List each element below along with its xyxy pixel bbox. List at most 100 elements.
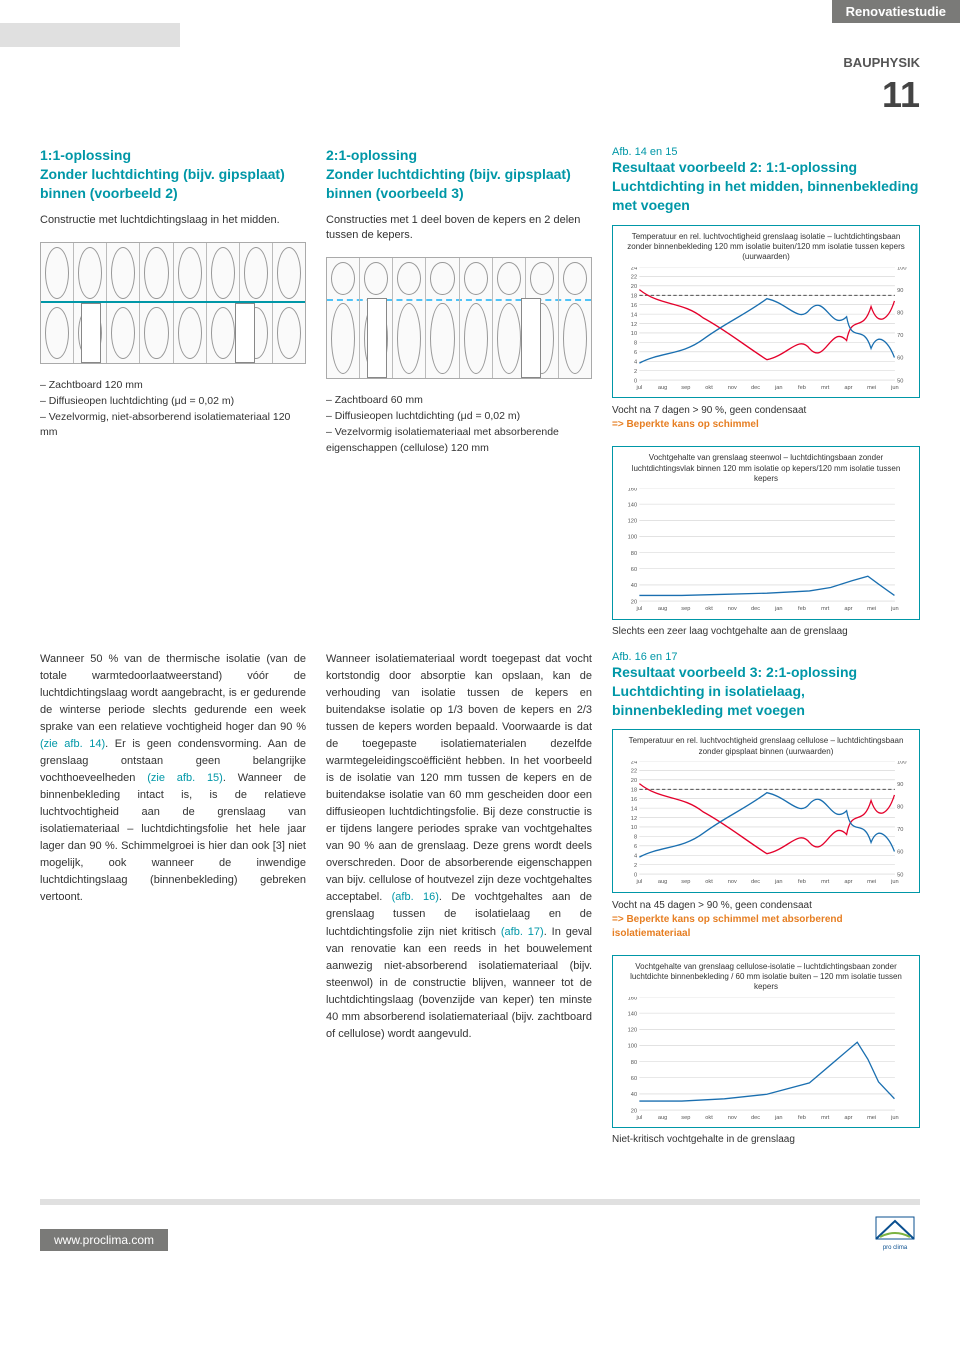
svg-text:feb: feb	[798, 385, 806, 391]
col2-title: 2:1-oplossing Zonder luchtdichting (bijv…	[326, 146, 592, 203]
svg-text:100: 100	[897, 267, 906, 271]
svg-text:60: 60	[897, 356, 903, 362]
svg-text:100: 100	[628, 1043, 637, 1049]
svg-text:6: 6	[634, 844, 637, 850]
svg-text:dec: dec	[751, 385, 760, 391]
col2-bullets: – Zachtboard 60 mm – Diffusieopen luchtd…	[326, 393, 592, 456]
svg-text:feb: feb	[798, 1115, 806, 1121]
diagram-1-1	[40, 242, 306, 364]
svg-text:20: 20	[631, 284, 637, 290]
svg-text:160: 160	[628, 997, 637, 1001]
svg-text:100: 100	[628, 535, 637, 541]
svg-text:feb: feb	[798, 607, 806, 613]
svg-text:10: 10	[631, 331, 637, 337]
svg-text:80: 80	[897, 805, 903, 811]
svg-text:16: 16	[631, 303, 637, 309]
svg-text:10: 10	[631, 825, 637, 831]
svg-text:80: 80	[631, 551, 637, 557]
svg-text:12: 12	[631, 816, 637, 822]
section-label: BAUPHYSIK	[40, 55, 920, 70]
svg-text:60: 60	[631, 1076, 637, 1082]
svg-text:aug: aug	[658, 385, 667, 391]
svg-text:nov: nov	[728, 1115, 737, 1121]
svg-text:4: 4	[634, 359, 637, 365]
page-number: 11	[40, 74, 920, 116]
svg-text:0: 0	[634, 378, 637, 384]
svg-text:okt: okt	[705, 879, 713, 885]
svg-text:18: 18	[631, 788, 637, 794]
svg-text:2: 2	[634, 369, 637, 375]
svg-text:mrt: mrt	[821, 607, 830, 613]
svg-text:apr: apr	[844, 607, 852, 613]
svg-text:jun: jun	[890, 607, 899, 613]
svg-text:jun: jun	[890, 879, 899, 885]
col2-sub: Constructies met 1 deel boven de kepers …	[326, 213, 592, 244]
result2-note: Vocht na 45 dagen > 90 %, geen condensaa…	[612, 899, 920, 941]
svg-text:jan: jan	[774, 385, 783, 391]
svg-text:2: 2	[634, 863, 637, 869]
svg-text:sep: sep	[681, 1115, 690, 1121]
svg-text:16: 16	[631, 797, 637, 803]
svg-text:dec: dec	[751, 607, 760, 613]
svg-text:jun: jun	[890, 385, 899, 391]
svg-text:20: 20	[631, 778, 637, 784]
svg-text:22: 22	[631, 769, 637, 775]
col1-sub: Constructie met luchtdichtingslaag in he…	[40, 213, 306, 228]
svg-text:22: 22	[631, 275, 637, 281]
svg-text:nov: nov	[728, 879, 737, 885]
svg-text:apr: apr	[844, 385, 852, 391]
svg-text:8: 8	[634, 340, 637, 346]
category-tab: Renovatiestudie	[832, 0, 960, 23]
chart15-title: Vochtgehalte van grenslaag steenwol – lu…	[619, 453, 913, 484]
svg-text:18: 18	[631, 293, 637, 299]
svg-text:aug: aug	[658, 879, 667, 885]
svg-text:100: 100	[897, 761, 906, 765]
diagram-2-1	[326, 257, 592, 379]
svg-text:dec: dec	[751, 879, 760, 885]
svg-text:jun: jun	[890, 1115, 899, 1121]
svg-text:okt: okt	[705, 1115, 713, 1121]
col1-bullets: – Zachtboard 120 mm – Diffusieopen lucht…	[40, 378, 306, 441]
chart-16: Temperatuur en rel. luchtvochtigheid gre…	[612, 729, 920, 892]
svg-text:mei: mei	[867, 879, 876, 885]
svg-text:0: 0	[634, 873, 637, 879]
svg-text:jan: jan	[774, 607, 783, 613]
col1-title: 1:1-oplossing Zonder luchtdichting (bijv…	[40, 146, 306, 203]
afb14-15-ref: Afb. 14 en 15	[612, 146, 920, 158]
chart15-caption: Slechts een zeer laag vochtgehalte aan d…	[612, 626, 920, 637]
svg-text:20: 20	[631, 600, 637, 606]
svg-text:8: 8	[634, 835, 637, 841]
svg-text:60: 60	[897, 850, 903, 856]
svg-text:okt: okt	[705, 607, 713, 613]
svg-text:mrt: mrt	[821, 879, 830, 885]
svg-text:6: 6	[634, 350, 637, 356]
svg-text:20: 20	[631, 1108, 637, 1114]
svg-text:jul: jul	[636, 385, 643, 391]
svg-text:70: 70	[897, 827, 903, 833]
footer-url: www.proclima.com	[40, 1229, 168, 1251]
svg-text:mei: mei	[867, 607, 876, 613]
svg-text:sep: sep	[681, 607, 690, 613]
svg-text:140: 140	[628, 1011, 637, 1017]
svg-text:okt: okt	[705, 385, 713, 391]
chart-17: Vochtgehalte van grenslaag cellulose-iso…	[612, 955, 920, 1129]
chart-14: Temperatuur en rel. luchtvochtigheid gre…	[612, 225, 920, 399]
svg-text:120: 120	[628, 519, 637, 525]
body-p2: Wanneer isolatiemateriaal wordt toegepas…	[326, 651, 592, 1043]
svg-text:jan: jan	[774, 1115, 783, 1121]
svg-text:nov: nov	[728, 385, 737, 391]
svg-text:jul: jul	[636, 879, 643, 885]
svg-text:pro clima: pro clima	[883, 1245, 908, 1251]
svg-text:50: 50	[897, 378, 903, 384]
svg-text:feb: feb	[798, 879, 806, 885]
afb16-17-ref: Afb. 16 en 17	[612, 651, 920, 663]
svg-text:mrt: mrt	[821, 1115, 830, 1121]
proclima-logo: pro clima	[870, 1211, 920, 1251]
svg-text:nov: nov	[728, 607, 737, 613]
result1-title: Resultaat voorbeeld 2: 1:1-oplossing Luc…	[612, 158, 920, 215]
svg-text:160: 160	[628, 488, 637, 492]
chart17-caption: Niet-kritisch vochtgehalte in de grensla…	[612, 1134, 920, 1145]
svg-text:90: 90	[897, 288, 903, 294]
chart-15: Vochtgehalte van grenslaag steenwol – lu…	[612, 446, 920, 620]
svg-text:60: 60	[631, 567, 637, 573]
